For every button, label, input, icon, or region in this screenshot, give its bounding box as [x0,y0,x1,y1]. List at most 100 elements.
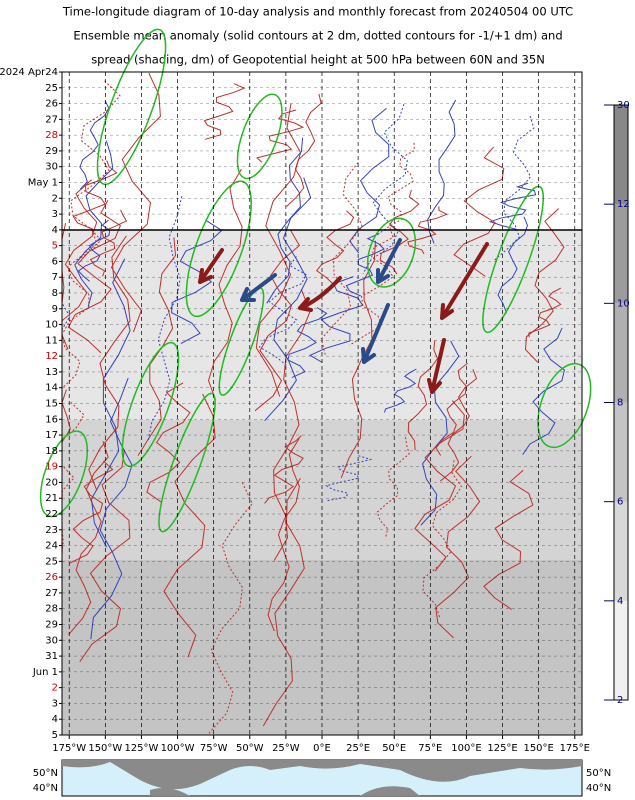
contour [376,142,415,236]
contour [258,256,307,366]
contour [90,377,133,640]
colorbar-segment [614,402,628,502]
title-line: Ensemble mean anomaly (solid contours at… [73,29,562,43]
contour [88,235,131,491]
contour [68,440,109,635]
y-tick-label: 25 [45,83,58,94]
contour [266,137,304,304]
contour [286,93,322,207]
contour [74,140,114,307]
y-tick-label: 25 [45,556,58,567]
map-lat-label: 40°N [586,783,611,794]
contour [482,185,544,334]
y-tick-label: 28 [45,130,58,141]
contour [524,208,565,363]
contour [236,93,283,180]
x-tick-label: 25°E [346,743,370,754]
contour [320,162,363,356]
y-tick-label: 2 [52,683,58,694]
contour [262,477,305,727]
contour [158,392,216,533]
contour [171,219,223,345]
contour [121,341,180,467]
plot-area [39,28,592,736]
contour [427,99,457,244]
y-tick-label: 8 [52,288,58,299]
contour [254,230,301,412]
contour [453,146,505,277]
contour [349,107,390,254]
colorbar-segment [614,303,628,403]
colorbar-label: 30 [617,100,630,111]
x-tick-label: 100°E [451,743,481,754]
y-tick-label: 24 [45,541,58,552]
contour [376,437,410,538]
contour [90,258,131,548]
y-tick-label: 6 [52,256,58,267]
contour [379,189,420,275]
y-tick-label: 22 [45,509,58,520]
y-tick-label: 7 [52,272,58,283]
y-tick-label: 26 [45,99,58,110]
x-tick-label: 100°W [161,743,195,754]
contour [492,115,535,262]
title-line: Time-longitude diagram of 10-day analysi… [62,5,573,19]
contour [483,469,534,610]
y-tick-label: 3 [52,209,58,220]
colorbar-segment [614,600,628,700]
x-tick-label: 75°W [200,743,228,754]
contour [497,216,529,322]
contour [340,240,376,479]
contour [522,327,565,455]
y-tick-label: May 1 [28,178,58,189]
contour [72,160,118,236]
x-tick-label: 150°E [523,743,553,754]
colorbar-segment [614,105,628,205]
contour [146,382,191,503]
contour [407,340,439,451]
y-tick-label: 5 [52,241,58,252]
contour [422,460,462,618]
y-tick-label: 18 [45,446,58,457]
title-line: spread (shading, dm) of Geopotential hei… [91,53,545,67]
y-tick-label: 5 [52,730,58,741]
x-tick-label: 175°W [52,743,86,754]
colorbar-label: 2 [617,695,623,706]
y-tick-label: 29 [45,620,58,631]
contour [79,100,110,190]
contour [264,435,304,504]
y-tick-label: 9 [52,304,58,315]
contour [420,340,460,526]
contour [488,182,537,230]
contour [435,455,481,639]
contour [96,28,167,186]
x-tick-label: 0°E [313,743,331,754]
y-tick-label: 12 [45,351,58,362]
colorbar-label: 10 [617,298,630,309]
y-tick-label: 26 [45,572,58,583]
contour [309,276,364,363]
x-tick-label: 125°E [487,743,517,754]
y-tick-label: 31 [45,651,58,662]
colorbar-label: 8 [617,398,623,409]
contour [273,288,311,561]
contour [287,307,328,379]
contour [89,209,128,277]
y-tick-label: 30 [45,635,58,646]
colorbar-label: 4 [617,596,623,607]
contour [79,449,131,662]
y-tick-label: 30 [45,162,58,173]
contour [414,400,465,572]
arrows [198,238,489,394]
y-tick-label: 13 [45,367,58,378]
y-tick-label: 2 [52,193,58,204]
contour [207,169,243,400]
x-tick-label: 50°W [236,743,264,754]
y-tick-label: 14 [45,383,58,394]
map-lat-label: 40°N [33,783,58,794]
contour [163,393,216,658]
contour [207,482,253,735]
contour [110,72,161,333]
land [62,760,582,790]
